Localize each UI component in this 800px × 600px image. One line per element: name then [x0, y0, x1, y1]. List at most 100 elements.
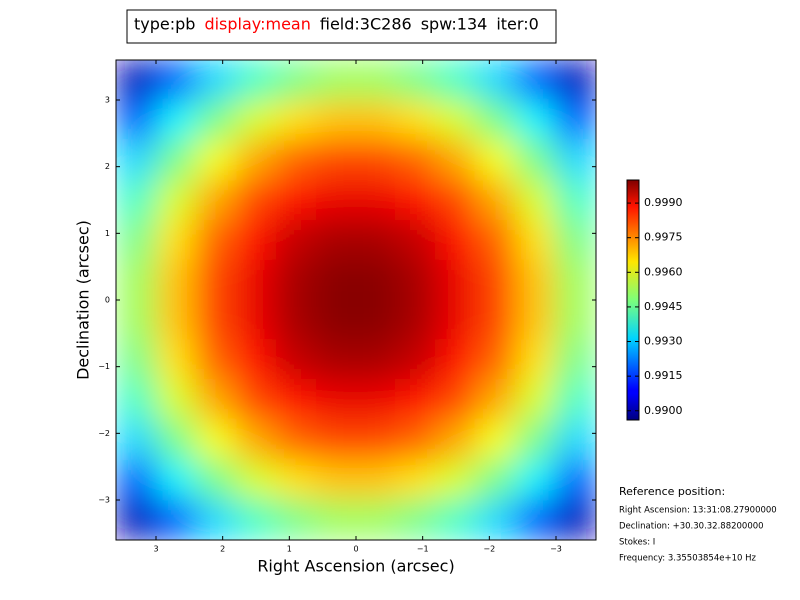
image-cell	[555, 259, 596, 301]
colorbar-tick-label: 0.9975	[644, 231, 683, 244]
image-cell	[155, 99, 197, 141]
image-cell	[195, 419, 237, 461]
image-cell	[195, 139, 237, 181]
image-cell	[155, 339, 197, 381]
image-cell	[395, 419, 437, 461]
image-cell	[315, 179, 357, 221]
image-cell	[435, 499, 477, 540]
image-cell	[116, 99, 157, 141]
image-cell	[275, 419, 317, 461]
image-cell	[195, 259, 237, 301]
title-box	[126, 9, 557, 44]
image-cell	[235, 419, 277, 461]
image-cell	[435, 219, 477, 261]
image-cell	[475, 299, 517, 341]
colorbar	[626, 179, 640, 421]
image-cell	[475, 499, 517, 540]
x-tick-label: 2	[220, 545, 225, 554]
image-cell	[555, 179, 596, 221]
title-part: spw:134	[421, 15, 488, 34]
image-cell	[155, 299, 197, 341]
annotation: Frequency: 3.35503854e+10 Hz	[619, 554, 756, 564]
image-cell	[475, 99, 517, 141]
image-cell	[116, 299, 157, 341]
image-cell	[315, 499, 357, 540]
image-cell	[475, 419, 517, 461]
image-cell	[275, 379, 317, 421]
image-cell	[275, 499, 317, 540]
image-cell	[435, 339, 477, 381]
image-cell	[195, 179, 237, 221]
image-cell	[235, 259, 277, 301]
image-cell	[515, 179, 557, 221]
image-cell	[395, 259, 437, 301]
image-cell	[435, 139, 477, 181]
title-part: field:3C286	[320, 15, 412, 34]
image-cell	[395, 499, 437, 540]
y-tick-label: −1	[98, 362, 110, 371]
image-cell	[116, 419, 157, 461]
image-cell	[355, 99, 397, 141]
x-tick-label: −1	[417, 545, 429, 554]
image-cell	[275, 459, 317, 501]
image-cell	[235, 299, 277, 341]
image-cell	[315, 339, 357, 381]
image-cell	[116, 60, 157, 101]
image-cell	[116, 219, 157, 261]
image-cell	[435, 60, 477, 101]
image-cell	[195, 379, 237, 421]
image-cell	[195, 459, 237, 501]
colorbar-tick-label: 0.9900	[644, 404, 683, 417]
image-cell	[235, 499, 277, 540]
image-cell	[515, 219, 557, 261]
image-cell	[395, 139, 437, 181]
image-cell	[515, 139, 557, 181]
image-cell	[315, 259, 357, 301]
annotation: Reference position:	[619, 485, 725, 498]
image-cell	[555, 339, 596, 381]
annotation: Stokes: I	[619, 538, 655, 548]
image-cell	[155, 419, 197, 461]
image-cell	[515, 99, 557, 141]
x-tick-label: −2	[483, 545, 495, 554]
image-cell	[116, 379, 157, 421]
y-tick-label: −2	[98, 429, 110, 438]
image-cell	[235, 139, 277, 181]
image-cell	[435, 379, 477, 421]
image-cell	[435, 179, 477, 221]
image-cell	[155, 139, 197, 181]
image-cell	[315, 299, 357, 341]
image-cell	[395, 339, 437, 381]
image-cell	[355, 219, 397, 261]
image-cell	[155, 459, 197, 501]
y-tick-label: 2	[105, 162, 110, 171]
image-cell	[315, 379, 357, 421]
image-cell	[235, 99, 277, 141]
image-cell	[355, 259, 397, 301]
x-tick-label: 3	[153, 545, 158, 554]
image-cell	[155, 219, 197, 261]
image-cell	[395, 219, 437, 261]
annotation: Declination: +30.30.32.88200000	[619, 522, 764, 532]
y-axis-label: Declination (arcsec)	[74, 220, 93, 380]
image-cell	[515, 259, 557, 301]
image-cell	[395, 179, 437, 221]
image-cell	[355, 419, 397, 461]
image-cell	[475, 219, 517, 261]
image-cell	[275, 60, 317, 101]
image-cell	[116, 259, 157, 301]
image-cell	[435, 299, 477, 341]
image-cell	[155, 499, 197, 540]
y-tick-label: 1	[105, 229, 110, 238]
image-cell	[195, 219, 237, 261]
image-cell	[195, 299, 237, 341]
image-cell	[355, 379, 397, 421]
image-cell	[555, 219, 596, 261]
image-cell	[355, 459, 397, 501]
image-cell	[435, 459, 477, 501]
y-tick-label: 0	[105, 296, 110, 305]
y-tick-label: 3	[105, 96, 110, 105]
image-cells	[116, 60, 596, 540]
image-cell	[235, 60, 277, 101]
